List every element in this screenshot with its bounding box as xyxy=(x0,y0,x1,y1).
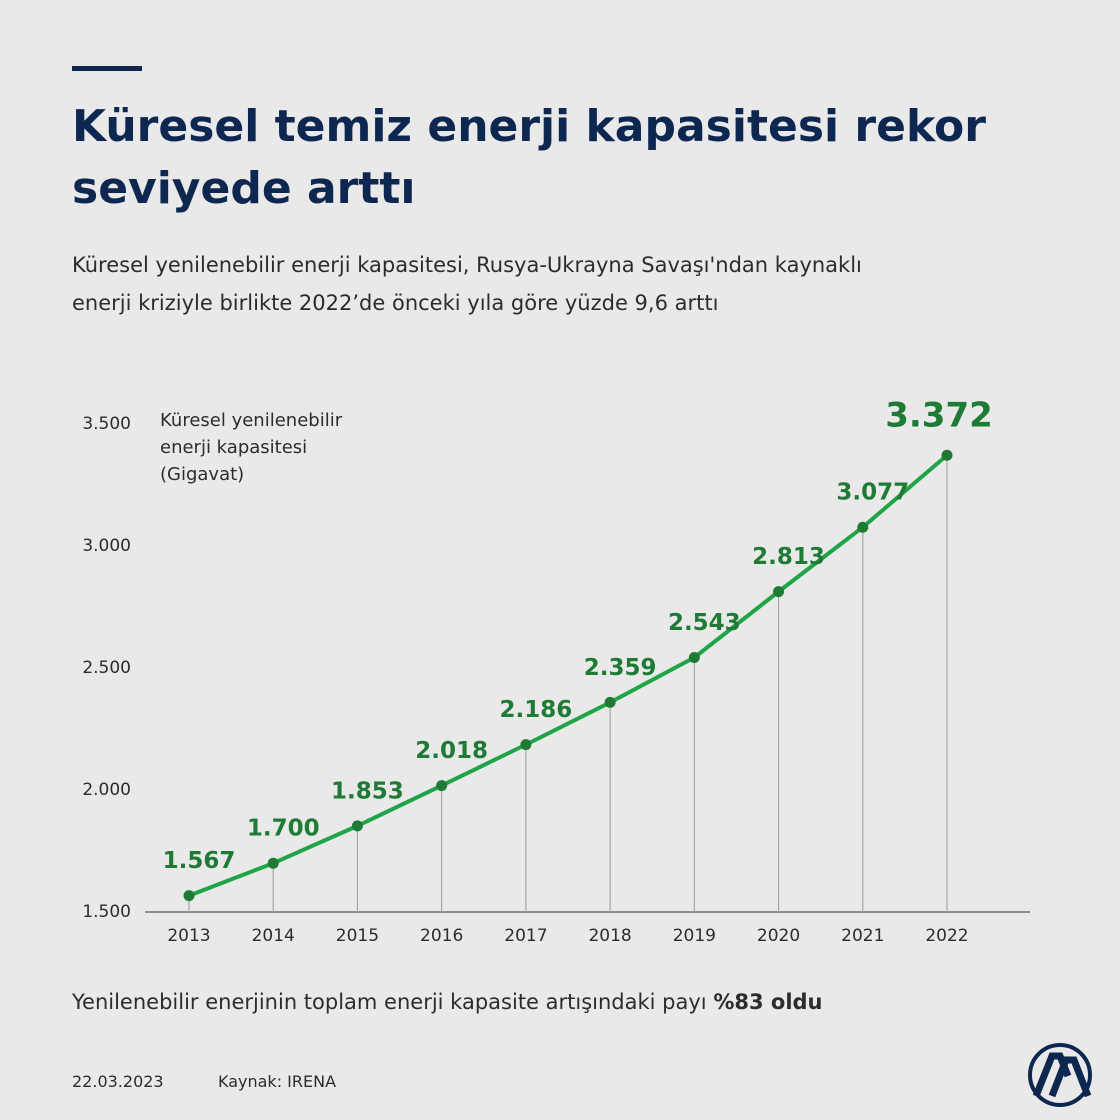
y-tick-label: 2.500 xyxy=(82,658,131,678)
value-label: 1.700 xyxy=(247,816,320,842)
value-label: 2.186 xyxy=(500,697,573,723)
x-tick-label: 2018 xyxy=(588,926,631,946)
x-tick-label: 2017 xyxy=(504,926,547,946)
point xyxy=(183,890,195,902)
y-tick-label: 3.500 xyxy=(82,414,131,434)
line xyxy=(188,453,949,898)
point xyxy=(773,586,785,598)
x-tick-label: 2020 xyxy=(757,926,800,946)
date: 22.03.2023 xyxy=(72,1072,164,1091)
value-label: 2.359 xyxy=(584,655,657,681)
x-tick-label: 2019 xyxy=(673,926,716,946)
x-tick-label: 2022 xyxy=(925,926,968,946)
y-tick-label: 3.000 xyxy=(82,536,131,556)
value-label: 1.853 xyxy=(331,778,404,804)
x-tick-label: 2021 xyxy=(841,926,884,946)
title: Küresel temiz enerji kapasitesi rekor se… xyxy=(72,101,986,214)
x-tick-label: 2016 xyxy=(420,926,463,946)
logo xyxy=(1028,1043,1092,1107)
value-label: 2.018 xyxy=(415,738,488,764)
accent-bar xyxy=(72,66,142,71)
y-axis-label: Küresel yenilenebilir enerji kapasitesi … xyxy=(160,410,343,485)
note-text: Yenilenebilir enerjinin toplam enerji ka… xyxy=(72,990,707,1014)
point xyxy=(436,780,448,792)
point xyxy=(604,696,616,708)
footer-note: Yenilenebilir enerjinin toplam enerji ka… xyxy=(72,990,823,1014)
x-tick-label: 2013 xyxy=(167,926,210,946)
x-tick-label: 2014 xyxy=(252,926,295,946)
point xyxy=(267,857,279,869)
point xyxy=(941,449,953,461)
value-label: 3.372 xyxy=(885,396,993,436)
y-tick-label: 2.000 xyxy=(82,780,131,800)
point xyxy=(857,521,869,533)
y-tick-label: 1.500 xyxy=(82,902,131,922)
value-label: 1.567 xyxy=(163,848,236,874)
x-tick-label: 2015 xyxy=(336,926,379,946)
source: Kaynak: IRENA xyxy=(218,1072,337,1091)
point xyxy=(351,820,363,832)
value-label: 2.543 xyxy=(668,610,741,636)
subtitle: Küresel yenilenebilir enerji kapasitesi,… xyxy=(72,253,862,315)
note-emphasis: %83 oldu xyxy=(713,990,823,1014)
value-label: 3.077 xyxy=(836,480,909,506)
point xyxy=(520,739,532,751)
point xyxy=(688,652,700,664)
value-label: 2.813 xyxy=(752,544,825,570)
